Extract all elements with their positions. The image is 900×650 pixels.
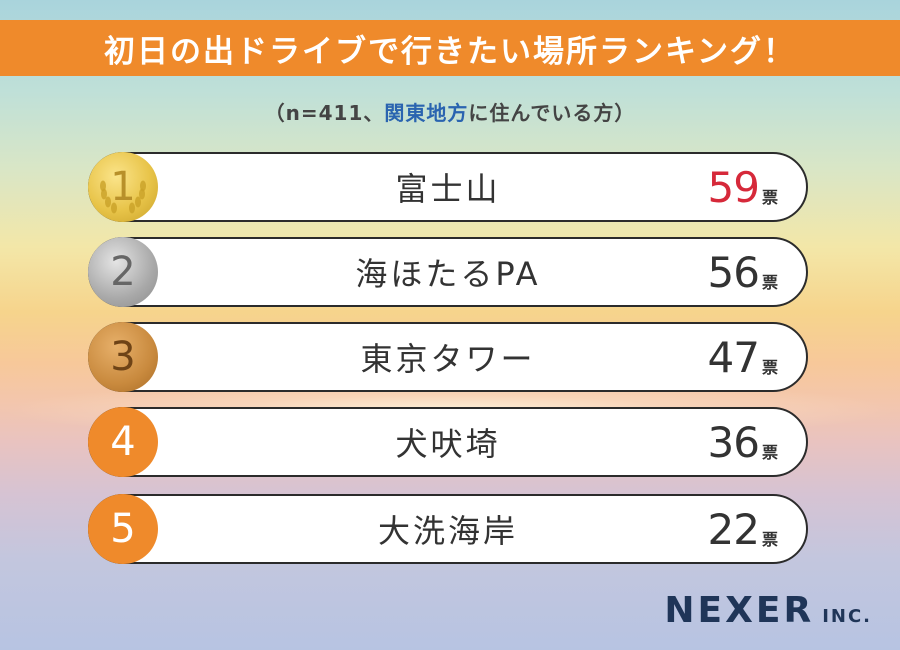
title-banner: 初日の出ドライブで行きたい場所ランキング！ (0, 20, 900, 76)
ranking-item-name: 東京タワー (360, 340, 536, 378)
chart-title: 初日の出ドライブで行きたい場所ランキング！ (103, 33, 797, 70)
ranking-row: 富士山 59 票 (88, 152, 808, 222)
rank-medal-icon: 4 (88, 407, 158, 477)
laurel-leaf (105, 196, 111, 208)
rank-medal-icon: 2 (88, 237, 158, 307)
logo-main: NEXER (664, 590, 815, 631)
sample-note-region: 関東地方 (384, 101, 469, 125)
laurel-leaf (140, 180, 146, 192)
vote-unit: 票 (761, 358, 778, 377)
laurel-leaf (100, 180, 106, 192)
vote-unit: 票 (761, 530, 778, 549)
vote-count: 47 票 (708, 324, 778, 390)
rank-number: 2 (110, 249, 136, 295)
vote-count: 36 票 (708, 409, 778, 475)
ranking-row: 海ほたるPA 56 票 (88, 237, 808, 307)
vote-count: 59 票 (708, 154, 778, 220)
vote-unit: 票 (761, 188, 778, 207)
vote-value: 59 (707, 162, 760, 212)
ranking-row: 犬吠埼 36 票 (88, 407, 808, 477)
vote-unit: 票 (761, 273, 778, 292)
vote-value: 22 (707, 504, 760, 554)
vote-count: 56 票 (708, 239, 778, 305)
vote-value: 56 (707, 247, 760, 297)
ranking-item-name: 大洗海岸 (377, 512, 518, 550)
ranking-item-name: 富士山 (395, 170, 501, 208)
rank-medal-icon: 5 (88, 494, 158, 564)
vote-value: 47 (707, 332, 760, 382)
sample-note-prefix: （n=411、 (264, 101, 385, 125)
ranking-item-name: 犬吠埼 (395, 425, 501, 463)
ranking-row: 大洗海岸 22 票 (88, 494, 808, 564)
laurel-icon (100, 180, 146, 214)
laurel-leaf (129, 202, 135, 214)
sample-note-suffix: に住んでいる方） (468, 101, 636, 125)
vote-value: 36 (707, 417, 760, 467)
rank-number: 4 (110, 419, 136, 465)
vote-count: 22 票 (708, 496, 778, 562)
ranking-row: 東京タワー 47 票 (88, 322, 808, 392)
laurel-leaf (135, 196, 141, 208)
rank-number: 3 (110, 334, 136, 380)
rank-medal-icon: 3 (88, 322, 158, 392)
rank-medal-icon: 1 (88, 152, 158, 222)
company-logo: NEXER INC. (664, 590, 872, 631)
rank-number: 1 (110, 164, 136, 210)
vote-unit: 票 (761, 443, 778, 462)
logo-sub: INC. (822, 606, 872, 627)
laurel-leaf (111, 202, 117, 214)
sample-note: （n=411、関東地方に住んでいる方） (0, 97, 900, 126)
rank-number: 5 (110, 506, 136, 552)
ranking-item-name: 海ほたるPA (355, 255, 541, 293)
